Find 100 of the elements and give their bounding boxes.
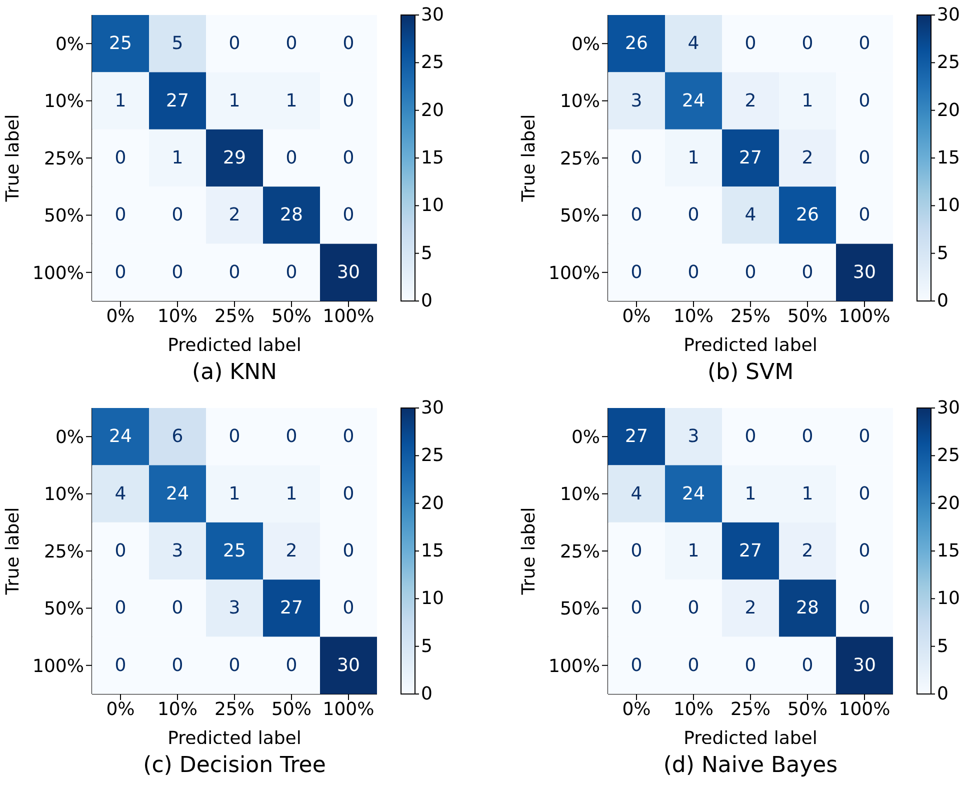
data-label: 0 [228, 262, 240, 283]
color-bar-label: 20 [937, 100, 960, 121]
data-label: 1 [286, 90, 298, 112]
color-bar-label: 10 [421, 195, 444, 216]
data-label: 0 [286, 33, 298, 54]
data-label: 0 [688, 262, 700, 283]
data-label: 30 [337, 262, 360, 283]
data-label: 0 [172, 262, 184, 283]
color-bar-label: 25 [421, 52, 444, 74]
y-tick-label: 50% [44, 598, 84, 620]
x-tick-label: 100% [838, 698, 890, 720]
color-bar-label: 30 [421, 398, 444, 418]
y-tick-label: 50% [560, 598, 600, 620]
data-label: 0 [114, 598, 126, 619]
x-tick-label: 100% [322, 306, 374, 327]
data-label: 0 [114, 654, 126, 676]
data-label: 0 [802, 654, 814, 676]
color-bar-label: 0 [421, 290, 432, 312]
color-bar-label: 25 [421, 445, 444, 466]
color-bar-label: 30 [937, 398, 960, 418]
data-label: 0 [688, 654, 700, 676]
data-label: 27 [625, 426, 648, 448]
data-label: 28 [280, 204, 303, 226]
color-bar-label: 30 [937, 4, 960, 26]
x-tick-label: 50% [787, 698, 828, 720]
x-tick-label: 25% [730, 698, 771, 720]
y-tick-label: 25% [44, 148, 84, 170]
color-bar-label: 5 [421, 636, 432, 657]
x-tick-label: 50% [271, 306, 312, 327]
data-label: 24 [109, 426, 132, 448]
data-label: 0 [342, 483, 354, 504]
data-label: 27 [280, 598, 303, 619]
text: (b) SVM [706, 360, 795, 385]
color-bar-label: 15 [421, 148, 444, 168]
x-tick-label: 10% [157, 306, 198, 327]
y-axis-title: True label [518, 507, 540, 596]
data-label: 0 [802, 33, 814, 54]
x-axis-title: Predicted label [684, 728, 818, 749]
data-label: 2 [744, 90, 756, 112]
text: (c) Decision Tree [142, 753, 327, 778]
data-label: 27 [739, 540, 762, 562]
data-label: 0 [342, 148, 354, 168]
data-label: 0 [858, 540, 870, 562]
y-tick-label: 25% [44, 541, 84, 562]
x-axis-title: Predicted label [168, 728, 302, 749]
data-label: 0 [858, 204, 870, 226]
y-tick-label: 0% [571, 426, 600, 448]
color-bar-label: 15 [421, 540, 444, 562]
data-label: 0 [228, 654, 240, 676]
y-tick-label: 10% [44, 484, 84, 506]
data-label: 30 [853, 262, 876, 283]
color-bar-label: 15 [937, 148, 960, 168]
data-label: 0 [744, 262, 756, 283]
data-label: 1 [744, 483, 756, 504]
data-label: 0 [114, 540, 126, 562]
data-label: 6 [172, 426, 184, 448]
x-tick-label: 100% [838, 306, 890, 327]
color-bar-label: 20 [421, 100, 444, 121]
data-label: 25 [223, 540, 246, 562]
data-label: 0 [172, 204, 184, 226]
data-label: 1 [286, 483, 298, 504]
y-axis-title: True label [518, 114, 540, 203]
data-label: 2 [286, 540, 298, 562]
data-label: 0 [858, 90, 870, 112]
data-label: 0 [630, 148, 642, 168]
data-label: 1 [114, 90, 126, 112]
y-tick-label: 100% [32, 656, 84, 677]
data-label: 27 [166, 90, 189, 112]
data-label: 4 [688, 33, 700, 54]
data-label: 0 [172, 598, 184, 619]
x-tick-label: 0% [622, 698, 651, 720]
data-label: 24 [166, 483, 189, 504]
data-label: 0 [858, 426, 870, 448]
data-label: 3 [630, 90, 642, 112]
color-bar-label: 20 [421, 492, 444, 514]
y-tick-label: 10% [44, 91, 84, 112]
data-label: 0 [630, 540, 642, 562]
data-label: 0 [114, 148, 126, 168]
data-label: 28 [796, 598, 819, 619]
y-tick-label: 10% [560, 484, 600, 506]
data-label: 0 [688, 598, 700, 619]
y-tick-label: 25% [560, 148, 600, 170]
data-label: 1 [172, 148, 184, 168]
y-tick-label: 25% [560, 541, 600, 562]
color-bar-label: 10 [937, 195, 960, 216]
data-label: 0 [342, 540, 354, 562]
data-label: 26 [796, 204, 819, 226]
y-axis-title: True label [2, 114, 24, 203]
data-label: 27 [739, 148, 762, 168]
data-label: 0 [342, 33, 354, 54]
color-bar-label: 30 [421, 4, 444, 26]
data-label: 0 [744, 426, 756, 448]
data-label: 0 [630, 262, 642, 283]
data-label: 3 [688, 426, 700, 448]
data-label: 0 [858, 483, 870, 504]
x-tick-label: 50% [787, 306, 828, 327]
data-label: 0 [630, 204, 642, 226]
color-bar-label: 25 [937, 52, 960, 74]
data-label: 0 [858, 148, 870, 168]
data-label: 1 [228, 90, 240, 112]
